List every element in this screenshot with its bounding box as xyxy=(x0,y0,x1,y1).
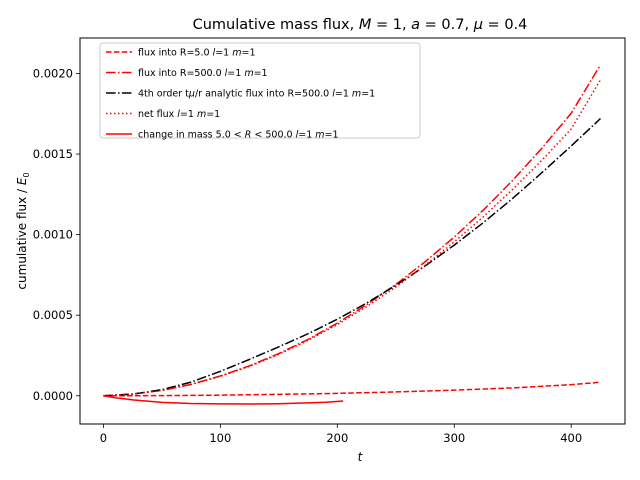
y-tick-label: 0.0020 xyxy=(33,66,73,80)
chart-title: Cumulative mass flux, M = 1, a = 0.7, μ … xyxy=(193,17,528,33)
x-axis-label: t xyxy=(358,450,364,464)
y-axis-label: cumulative flux / E0 xyxy=(15,172,31,289)
x-tick-label: 0 xyxy=(100,431,107,445)
legend: flux into R=5.0 l=1 m=1 flux into R=500.0… xyxy=(99,42,421,141)
series-line-5 xyxy=(103,395,344,405)
y-tick-label: 0.0015 xyxy=(33,147,73,161)
y-tick-label: 0.0005 xyxy=(33,308,73,322)
x-tick-label: 400 xyxy=(560,431,582,445)
plot-frame xyxy=(79,37,626,425)
y-axis-ticks: 0.0000 0.0005 0.0010 0.0015 0.0020 xyxy=(33,66,80,403)
x-tick-label: 100 xyxy=(209,431,231,445)
series-line-4 xyxy=(103,79,602,397)
legend-label: net flux l=1 m=1 xyxy=(138,109,220,120)
x-axis-ticks: 0 100 200 300 400 xyxy=(100,424,582,445)
x-tick-label: 300 xyxy=(443,431,465,445)
y-tick-label: 0.0010 xyxy=(33,228,73,242)
legend-label: 4th order tμ/r analytic flux into R=500.… xyxy=(138,89,375,100)
series-layer xyxy=(103,64,602,405)
y-tick-label: 0.0000 xyxy=(33,389,73,403)
legend-label: flux into R=5.0 l=1 m=1 xyxy=(138,48,256,59)
legend-box xyxy=(99,42,421,139)
series-line-2 xyxy=(103,64,602,397)
legend-label: flux into R=500.0 l=1 m=1 xyxy=(138,68,268,79)
legend-label: change in mass 5.0 < R < 500.0 l=1 m=1 xyxy=(138,130,339,141)
series-line-3 xyxy=(103,118,601,397)
x-tick-label: 200 xyxy=(326,431,348,445)
series-line-1 xyxy=(103,381,601,397)
